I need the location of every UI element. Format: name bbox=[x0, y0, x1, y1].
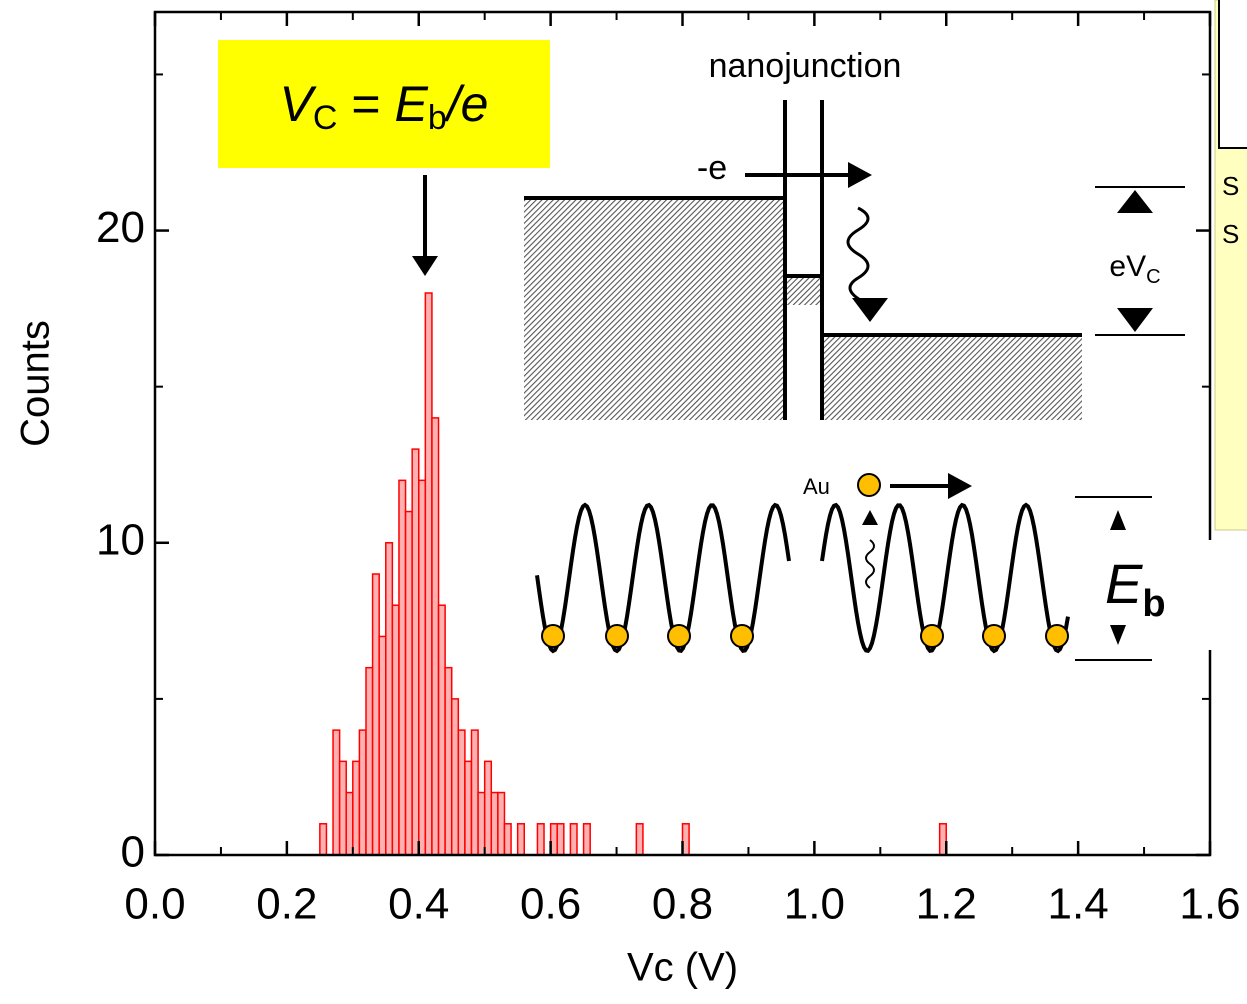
side-text: S bbox=[1222, 171, 1239, 201]
x-tick-label: 1.6 bbox=[1179, 880, 1240, 929]
atom bbox=[982, 624, 1006, 648]
arrowhead bbox=[1117, 308, 1153, 332]
bar bbox=[556, 823, 565, 856]
bar bbox=[338, 760, 347, 856]
atom bbox=[667, 624, 691, 648]
arrowhead bbox=[1110, 625, 1126, 645]
x-tick-label: 1.2 bbox=[916, 880, 977, 929]
x-tick-label: 0.0 bbox=[124, 880, 185, 929]
arrowhead bbox=[1110, 510, 1126, 530]
x-tick-label: 1.4 bbox=[1048, 880, 1109, 929]
label-part: eV bbox=[1109, 250, 1146, 283]
formula-part: V bbox=[280, 76, 318, 132]
x-tick-label: 1.0 bbox=[784, 880, 845, 929]
potential bbox=[535, 502, 1070, 654]
arrowhead bbox=[1117, 190, 1153, 213]
bar bbox=[450, 698, 460, 856]
lead bbox=[524, 198, 785, 420]
y-tick-label: 0 bbox=[121, 828, 145, 877]
formula-part: = bbox=[337, 76, 394, 132]
bar bbox=[391, 604, 400, 856]
bar bbox=[536, 823, 545, 856]
bar bbox=[503, 823, 512, 856]
y-tick-label: 10 bbox=[96, 515, 145, 564]
bar bbox=[431, 417, 440, 856]
bar bbox=[404, 510, 413, 856]
side-text: S bbox=[1222, 219, 1239, 249]
atom bbox=[920, 624, 944, 648]
bar bbox=[569, 823, 578, 856]
bar bbox=[398, 479, 407, 856]
atom bbox=[730, 624, 754, 648]
arrowhead bbox=[852, 298, 888, 322]
bar bbox=[497, 791, 506, 856]
atom bbox=[541, 624, 565, 648]
atom bbox=[1045, 624, 1069, 648]
side-panel-box bbox=[1218, 0, 1247, 149]
y-tick-label: 20 bbox=[96, 203, 145, 252]
bar bbox=[352, 760, 361, 856]
x-tick-label: 0.6 bbox=[520, 880, 581, 929]
bar bbox=[516, 823, 525, 856]
lead bbox=[822, 335, 1082, 420]
label: nanojunction bbox=[709, 47, 902, 85]
x-tick-label: 0.2 bbox=[256, 880, 317, 929]
inset-diagram: S S VC = Eb/e nanojunction -e eVC Au bbox=[218, 0, 1247, 661]
x-axis-label: Vc (V) bbox=[627, 946, 738, 990]
bar bbox=[444, 666, 453, 856]
formula: VC = Eb/e bbox=[280, 76, 489, 137]
plot-area: 0.0 0.2 0.4 0.6 0.8 1.0 1.2 1.4 1.6 0 10 20 Vc (V) Co… bbox=[14, 10, 1241, 990]
bar bbox=[490, 791, 499, 856]
label: -e bbox=[697, 149, 727, 187]
bar bbox=[332, 729, 341, 856]
wave bbox=[865, 539, 875, 589]
bar bbox=[477, 791, 486, 856]
label-part: C bbox=[1146, 266, 1160, 288]
atom bbox=[605, 624, 629, 648]
bar bbox=[358, 729, 367, 856]
formula-box bbox=[218, 40, 550, 168]
bar bbox=[582, 823, 591, 856]
arrowhead bbox=[948, 473, 972, 499]
arrowhead bbox=[412, 256, 438, 276]
label-part: E bbox=[1105, 552, 1143, 615]
arrowhead bbox=[862, 510, 878, 525]
bar bbox=[437, 604, 446, 856]
bar bbox=[418, 479, 427, 856]
bar bbox=[378, 635, 387, 856]
x-tick-label: 0.4 bbox=[388, 880, 449, 929]
bar bbox=[464, 760, 473, 856]
bar bbox=[635, 823, 644, 856]
y-axis-label: Counts bbox=[14, 320, 58, 447]
bar bbox=[385, 542, 394, 856]
arrowhead bbox=[848, 162, 872, 188]
label: Au bbox=[803, 474, 830, 499]
bar bbox=[345, 791, 354, 856]
bar bbox=[457, 729, 466, 856]
level bbox=[785, 275, 822, 305]
bar bbox=[319, 823, 328, 856]
label: Eb bbox=[1105, 552, 1166, 625]
label-part: b bbox=[1142, 583, 1165, 625]
label: eVC bbox=[1109, 250, 1160, 288]
wave bbox=[846, 206, 870, 306]
formula-part: E bbox=[394, 76, 428, 132]
bar bbox=[371, 573, 380, 856]
formula-part: b bbox=[428, 99, 447, 137]
formula-part: /e bbox=[444, 76, 489, 132]
bar bbox=[365, 666, 374, 856]
formula-part: C bbox=[313, 99, 338, 137]
bar bbox=[424, 292, 433, 856]
bar bbox=[411, 448, 420, 856]
x-tick-label: 0.8 bbox=[652, 880, 713, 929]
bar bbox=[483, 760, 493, 856]
bar bbox=[470, 729, 479, 856]
atom bbox=[857, 473, 881, 497]
